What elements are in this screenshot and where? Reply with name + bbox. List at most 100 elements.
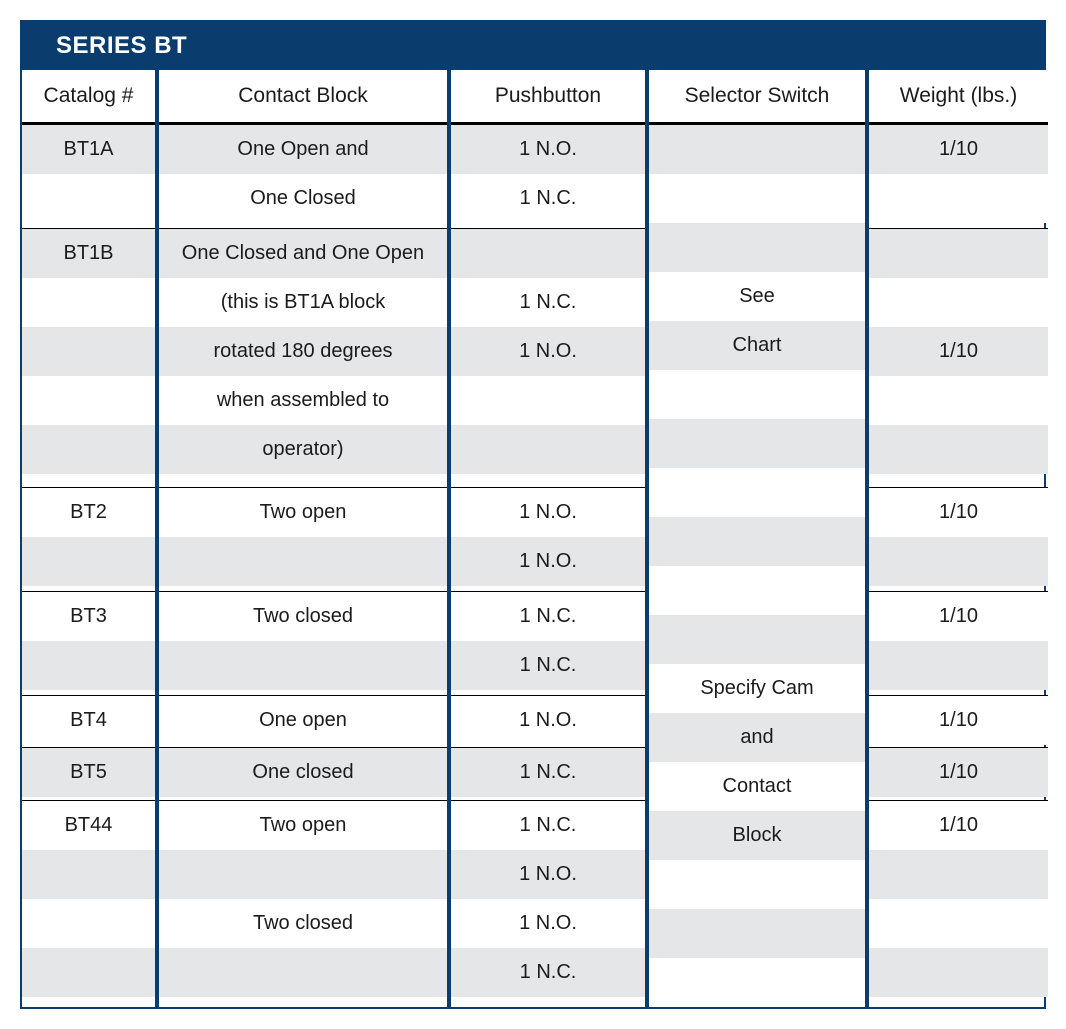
series-bt-table-container: SERIES BT Catalog # Contact Block Pushbu… xyxy=(20,20,1046,1009)
col-selector: Selector Switch xyxy=(647,70,867,124)
catalog-cell: BT5 xyxy=(22,748,155,797)
catalog-cell xyxy=(22,327,155,376)
contact-cell: when assembled to xyxy=(159,376,447,425)
weight-cell xyxy=(869,948,1048,997)
selector-line: Chart xyxy=(649,321,865,370)
weight-cell xyxy=(869,641,1048,690)
catalog-cell xyxy=(22,174,155,223)
selector-line: See xyxy=(649,272,865,321)
catalog-cell: BT4 xyxy=(22,696,155,745)
contact-cell xyxy=(159,948,447,997)
selector-line: Specify Cam xyxy=(649,664,865,713)
catalog-cell xyxy=(22,948,155,997)
pushbutton-cell: 1 N.O. xyxy=(451,537,645,586)
contact-cell xyxy=(159,850,447,899)
weight-cell xyxy=(869,537,1048,586)
selector-switch-cell: SeeChart Specify CamandContactBlock xyxy=(647,124,867,1008)
table-row: BT3 Two closed 1 N.C.1 N.C. 1/10 xyxy=(22,591,1048,695)
pushbutton-cell: 1 N.O. xyxy=(451,696,645,745)
selector-line xyxy=(649,370,865,419)
table-row: BT2 Two open 1 N.O.1 N.O. 1/10 xyxy=(22,487,1048,591)
pushbutton-cell xyxy=(451,376,645,425)
weight-cell: 1/10 xyxy=(869,801,1048,850)
contact-cell: operator) xyxy=(159,425,447,474)
selector-line xyxy=(649,615,865,664)
pushbutton-cell xyxy=(451,425,645,474)
weight-cell xyxy=(869,425,1048,474)
table-title: SERIES BT xyxy=(22,22,1044,70)
weight-cell xyxy=(869,376,1048,425)
weight-cell: 1/10 xyxy=(869,696,1048,745)
table-row: BT1A One Open andOne Closed1 N.O.1 N.C. … xyxy=(22,124,1048,229)
catalog-cell xyxy=(22,899,155,948)
weight-cell xyxy=(869,229,1048,278)
selector-line: Block xyxy=(649,811,865,860)
pushbutton-cell: 1 N.C. xyxy=(451,801,645,850)
selector-line xyxy=(649,909,865,958)
col-weight: Weight (lbs.) xyxy=(867,70,1048,124)
pushbutton-cell: 1 N.C. xyxy=(451,748,645,797)
selector-line xyxy=(649,125,865,174)
pushbutton-cell: 1 N.O. xyxy=(451,488,645,537)
contact-cell: One Open and xyxy=(159,125,447,174)
selector-line: and xyxy=(649,713,865,762)
pushbutton-cell: 1 N.C. xyxy=(451,641,645,690)
selector-line xyxy=(649,174,865,223)
catalog-cell: BT2 xyxy=(22,488,155,537)
selector-line xyxy=(649,860,865,909)
pushbutton-cell xyxy=(451,229,645,278)
selector-line xyxy=(649,468,865,517)
col-contact: Contact Block xyxy=(157,70,449,124)
pushbutton-cell: 1 N.O. xyxy=(451,327,645,376)
selector-line: Contact xyxy=(649,762,865,811)
weight-cell xyxy=(869,278,1048,327)
contact-cell: One Closed xyxy=(159,174,447,223)
selector-line xyxy=(649,566,865,615)
col-catalog: Catalog # xyxy=(22,70,157,124)
contact-cell: One open xyxy=(159,696,447,745)
catalog-cell xyxy=(22,278,155,327)
weight-cell: 1/10 xyxy=(869,327,1048,376)
catalog-cell xyxy=(22,537,155,586)
pushbutton-cell: 1 N.C. xyxy=(451,278,645,327)
weight-cell xyxy=(869,174,1048,223)
weight-cell: 1/10 xyxy=(869,748,1048,797)
weight-cell: 1/10 xyxy=(869,592,1048,641)
selector-line xyxy=(649,958,865,1007)
pushbutton-cell: 1 N.O. xyxy=(451,899,645,948)
contact-cell: rotated 180 degrees xyxy=(159,327,447,376)
table-row: BT1B One Closed and One Open(this is BT1… xyxy=(22,229,1048,488)
catalog-cell: BT3 xyxy=(22,592,155,641)
weight-cell xyxy=(869,850,1048,899)
header-row: Catalog # Contact Block Pushbutton Selec… xyxy=(22,70,1048,124)
series-bt-table: Catalog # Contact Block Pushbutton Selec… xyxy=(22,70,1048,1007)
catalog-cell: BT44 xyxy=(22,801,155,850)
selector-line xyxy=(649,517,865,566)
weight-cell: 1/10 xyxy=(869,488,1048,537)
table-row: BT5One closed1 N.C. 1/10 xyxy=(22,748,1048,801)
selector-line xyxy=(649,419,865,468)
contact-cell: Two closed xyxy=(159,592,447,641)
catalog-cell: BT1A xyxy=(22,125,155,174)
selector-line xyxy=(649,223,865,272)
contact-cell: Two open xyxy=(159,801,447,850)
weight-cell: 1/10 xyxy=(869,125,1048,174)
catalog-cell: BT1B xyxy=(22,229,155,278)
catalog-cell xyxy=(22,425,155,474)
pushbutton-cell: 1 N.O. xyxy=(451,125,645,174)
contact-cell xyxy=(159,641,447,690)
pushbutton-cell: 1 N.C. xyxy=(451,948,645,997)
pushbutton-cell: 1 N.C. xyxy=(451,592,645,641)
contact-cell: (this is BT1A block xyxy=(159,278,447,327)
pushbutton-cell: 1 N.O. xyxy=(451,850,645,899)
catalog-cell xyxy=(22,376,155,425)
contact-cell: Two open xyxy=(159,488,447,537)
contact-cell: One closed xyxy=(159,748,447,797)
weight-cell xyxy=(869,899,1048,948)
pushbutton-cell: 1 N.C. xyxy=(451,174,645,223)
contact-cell: One Closed and One Open xyxy=(159,229,447,278)
contact-cell: Two closed xyxy=(159,899,447,948)
col-push: Pushbutton xyxy=(449,70,647,124)
table-row: BT44 Two open Two closed 1 N.C.1 N.O.1 N… xyxy=(22,800,1048,1007)
table-row: BT4One open1 N.O. 1/10 xyxy=(22,695,1048,748)
